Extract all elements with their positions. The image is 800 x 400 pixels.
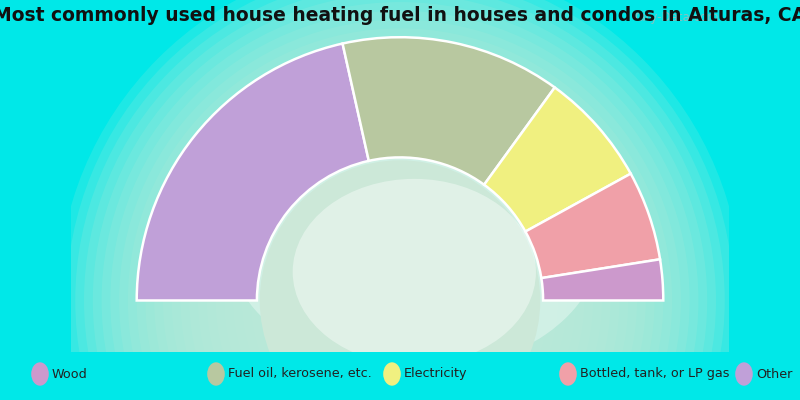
Ellipse shape [207,362,225,386]
Wedge shape [526,174,660,278]
Ellipse shape [228,114,600,372]
Text: Bottled, tank, or LP gas: Bottled, tank, or LP gas [580,368,730,380]
Circle shape [93,0,707,400]
Text: Wood: Wood [52,368,88,380]
Wedge shape [137,44,369,300]
Circle shape [242,142,558,400]
Ellipse shape [383,362,401,386]
Ellipse shape [735,362,753,386]
Circle shape [190,90,610,400]
Circle shape [268,169,532,400]
Circle shape [146,46,654,400]
Wedge shape [484,88,630,232]
Circle shape [66,0,734,400]
Ellipse shape [293,179,536,365]
Circle shape [137,37,663,400]
Text: Electricity: Electricity [404,368,467,380]
Ellipse shape [559,362,577,386]
Circle shape [128,28,672,400]
Circle shape [181,81,619,400]
Circle shape [260,160,540,400]
Circle shape [58,0,742,400]
Circle shape [163,64,637,400]
Circle shape [259,160,541,400]
Circle shape [234,134,566,400]
Circle shape [207,108,593,400]
Wedge shape [342,37,554,185]
Circle shape [225,125,575,400]
Text: Most commonly used house heating fuel in houses and condos in Alturas, CA: Most commonly used house heating fuel in… [0,6,800,25]
Wedge shape [542,259,663,300]
Text: Fuel oil, kerosene, etc.: Fuel oil, kerosene, etc. [228,368,372,380]
Text: City-Data.com: City-Data.com [634,10,719,24]
Circle shape [251,151,549,400]
Circle shape [119,20,681,400]
Circle shape [198,99,602,400]
Circle shape [75,0,725,400]
Circle shape [84,0,716,400]
Ellipse shape [31,362,49,386]
Circle shape [172,72,628,400]
Circle shape [216,116,584,400]
Circle shape [102,2,698,400]
Circle shape [110,11,690,400]
Text: Other: Other [756,368,792,380]
Circle shape [277,178,523,400]
Circle shape [154,55,646,400]
